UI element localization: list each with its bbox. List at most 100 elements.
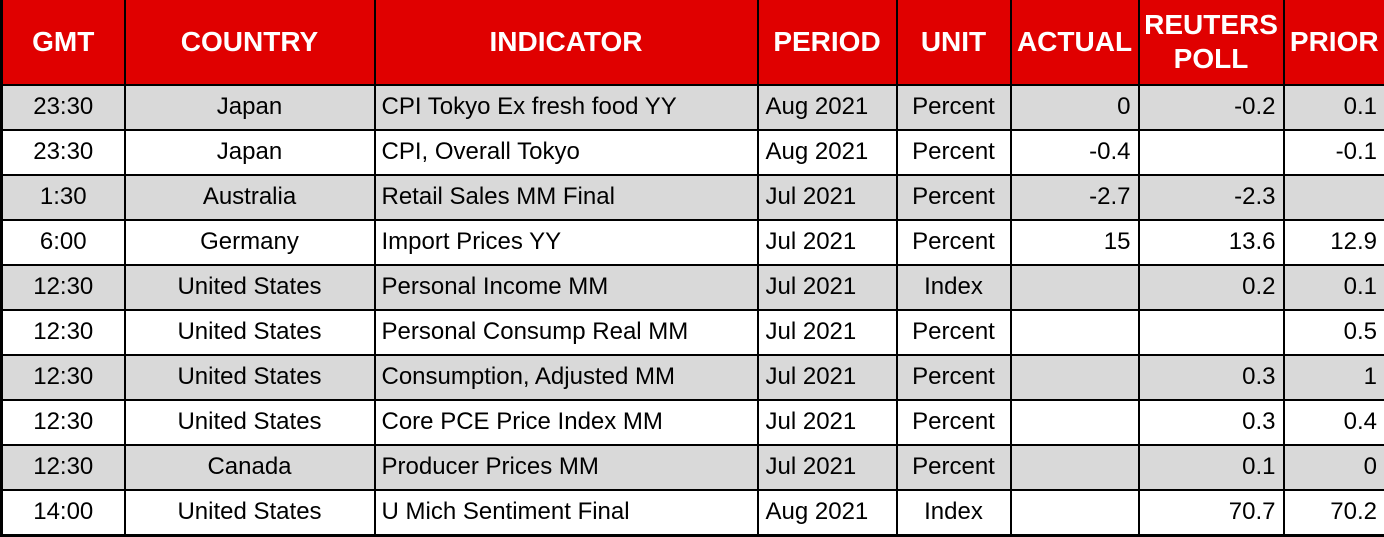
table-row: 14:00 United States U Mich Sentiment Final… bbox=[0, 488, 1384, 537]
cell-unit: Index bbox=[895, 488, 1012, 537]
cell-country: United States bbox=[123, 353, 376, 401]
cell-prior: 0.1 bbox=[1282, 263, 1384, 311]
cell-unit: Percent bbox=[895, 398, 1012, 446]
cell-reuters-poll: 0.3 bbox=[1137, 398, 1285, 446]
cell-reuters-poll: 13.6 bbox=[1137, 218, 1285, 266]
cell-unit: Percent bbox=[895, 173, 1012, 221]
cell-indicator: Personal Income MM bbox=[373, 263, 759, 311]
cell-country: Japan bbox=[123, 128, 376, 176]
column-header-gmt: GMT bbox=[0, 0, 126, 86]
cell-country: Germany bbox=[123, 218, 376, 266]
cell-gmt: 12:30 bbox=[0, 263, 126, 311]
cell-reuters-poll bbox=[1137, 128, 1285, 176]
cell-period: Jul 2021 bbox=[756, 263, 898, 311]
cell-gmt: 23:30 bbox=[0, 128, 126, 176]
cell-reuters-poll bbox=[1137, 308, 1285, 356]
table-row: 23:30 Japan CPI, Overall Tokyo Aug 2021 Perc… bbox=[0, 128, 1384, 176]
cell-period: Jul 2021 bbox=[756, 353, 898, 401]
cell-unit: Percent bbox=[895, 218, 1012, 266]
cell-actual: -2.7 bbox=[1009, 173, 1140, 221]
cell-prior: -0.1 bbox=[1282, 128, 1384, 176]
cell-indicator: Personal Consump Real MM bbox=[373, 308, 759, 356]
cell-actual bbox=[1009, 308, 1140, 356]
cell-gmt: 1:30 bbox=[0, 173, 126, 221]
cell-actual: -0.4 bbox=[1009, 128, 1140, 176]
cell-prior bbox=[1282, 173, 1384, 221]
cell-indicator: Core PCE Price Index MM bbox=[373, 398, 759, 446]
cell-indicator: Import Prices YY bbox=[373, 218, 759, 266]
cell-prior: 70.2 bbox=[1282, 488, 1384, 537]
cell-actual: 15 bbox=[1009, 218, 1140, 266]
cell-gmt: 12:30 bbox=[0, 443, 126, 491]
table-row: 12:30 United States Personal Consump Real … bbox=[0, 308, 1384, 356]
column-header-prior: PRIOR bbox=[1282, 0, 1384, 86]
cell-country: United States bbox=[123, 398, 376, 446]
cell-indicator: CPI, Overall Tokyo bbox=[373, 128, 759, 176]
cell-reuters-poll: 0.3 bbox=[1137, 353, 1285, 401]
cell-country: Japan bbox=[123, 84, 376, 131]
cell-actual bbox=[1009, 263, 1140, 311]
cell-country: Canada bbox=[123, 443, 376, 491]
table-row: 23:30 Japan CPI Tokyo Ex fresh food YY Aug … bbox=[0, 84, 1384, 131]
cell-reuters-poll: -2.3 bbox=[1137, 173, 1285, 221]
table-row: 1:30 Australia Retail Sales MM Final Jul 20… bbox=[0, 173, 1384, 221]
cell-gmt: 23:30 bbox=[0, 84, 126, 131]
cell-country: United States bbox=[123, 488, 376, 537]
cell-prior: 12.9 bbox=[1282, 218, 1384, 266]
cell-prior: 0 bbox=[1282, 443, 1384, 491]
cell-indicator: U Mich Sentiment Final bbox=[373, 488, 759, 537]
cell-unit: Index bbox=[895, 263, 1012, 311]
column-header-indicator: INDICATOR bbox=[373, 0, 759, 86]
cell-indicator: Producer Prices MM bbox=[373, 443, 759, 491]
cell-period: Aug 2021 bbox=[756, 84, 898, 131]
cell-unit: Percent bbox=[895, 84, 1012, 131]
cell-actual bbox=[1009, 488, 1140, 537]
cell-indicator: Consumption, Adjusted MM bbox=[373, 353, 759, 401]
cell-actual bbox=[1009, 353, 1140, 401]
cell-actual bbox=[1009, 443, 1140, 491]
cell-unit: Percent bbox=[895, 128, 1012, 176]
cell-prior: 0.1 bbox=[1282, 84, 1384, 131]
cell-unit: Percent bbox=[895, 353, 1012, 401]
cell-country: United States bbox=[123, 263, 376, 311]
table-row: 12:30 Canada Producer Prices MM Jul 2021 Per… bbox=[0, 443, 1384, 491]
cell-prior: 1 bbox=[1282, 353, 1384, 401]
cell-unit: Percent bbox=[895, 443, 1012, 491]
cell-period: Aug 2021 bbox=[756, 128, 898, 176]
column-header-reuters-poll: REUTERS POLL bbox=[1137, 0, 1285, 86]
cell-gmt: 14:00 bbox=[0, 488, 126, 537]
cell-reuters-poll: 70.7 bbox=[1137, 488, 1285, 537]
cell-period: Jul 2021 bbox=[756, 443, 898, 491]
cell-country: United States bbox=[123, 308, 376, 356]
cell-period: Jul 2021 bbox=[756, 173, 898, 221]
cell-gmt: 6:00 bbox=[0, 218, 126, 266]
cell-period: Jul 2021 bbox=[756, 308, 898, 356]
cell-gmt: 12:30 bbox=[0, 353, 126, 401]
cell-country: Australia bbox=[123, 173, 376, 221]
table-row: 6:00 Germany Import Prices YY Jul 2021 Perce… bbox=[0, 218, 1384, 266]
header-row: GMT COUNTRY INDICATOR PERIOD UNIT ACTUAL REUTE… bbox=[0, 0, 1384, 86]
column-header-unit: UNIT bbox=[895, 0, 1012, 86]
table-row: 12:30 United States Consumption, Adjusted … bbox=[0, 353, 1384, 401]
cell-prior: 0.4 bbox=[1282, 398, 1384, 446]
cell-indicator: CPI Tokyo Ex fresh food YY bbox=[373, 84, 759, 131]
cell-prior: 0.5 bbox=[1282, 308, 1384, 356]
cell-period: Jul 2021 bbox=[756, 398, 898, 446]
column-header-period: PERIOD bbox=[756, 0, 898, 86]
cell-actual bbox=[1009, 398, 1140, 446]
table-body: 23:30 Japan CPI Tokyo Ex fresh food YY Aug … bbox=[0, 84, 1384, 537]
cell-unit: Percent bbox=[895, 308, 1012, 356]
cell-gmt: 12:30 bbox=[0, 308, 126, 356]
column-header-actual: ACTUAL bbox=[1009, 0, 1140, 86]
cell-actual: 0 bbox=[1009, 84, 1140, 131]
cell-reuters-poll: 0.1 bbox=[1137, 443, 1285, 491]
cell-period: Jul 2021 bbox=[756, 218, 898, 266]
column-header-country: COUNTRY bbox=[123, 0, 376, 86]
cell-reuters-poll: -0.2 bbox=[1137, 84, 1285, 131]
cell-period: Aug 2021 bbox=[756, 488, 898, 537]
table-row: 12:30 United States Core PCE Price Index M… bbox=[0, 398, 1384, 446]
table-header: GMT COUNTRY INDICATOR PERIOD UNIT ACTUAL REUTE… bbox=[0, 0, 1384, 86]
cell-reuters-poll: 0.2 bbox=[1137, 263, 1285, 311]
table-row: 12:30 United States Personal Income MM Jul … bbox=[0, 263, 1384, 311]
